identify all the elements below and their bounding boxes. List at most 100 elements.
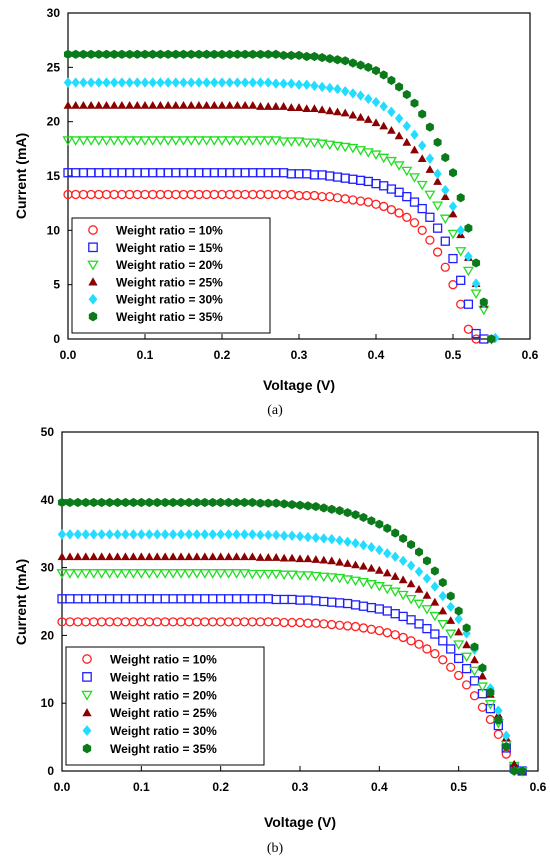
data-point xyxy=(132,168,142,178)
data-point xyxy=(263,102,273,110)
data-point xyxy=(120,617,131,627)
series-6 xyxy=(64,49,496,344)
data-point xyxy=(100,136,113,146)
data-point xyxy=(248,168,258,178)
data-point xyxy=(342,621,353,631)
data-point xyxy=(327,504,336,514)
data-point xyxy=(209,168,219,178)
data-point xyxy=(438,577,447,588)
data-point xyxy=(398,575,408,584)
data-point xyxy=(393,161,405,171)
data-point xyxy=(356,112,365,121)
data-point xyxy=(319,619,329,629)
data-point xyxy=(279,78,288,89)
data-point xyxy=(278,189,289,200)
data-point xyxy=(456,193,465,203)
data-point xyxy=(478,663,487,673)
series-5 xyxy=(57,529,527,777)
data-point xyxy=(359,540,368,551)
data-point xyxy=(425,153,435,164)
data-point xyxy=(406,636,416,646)
data-point xyxy=(463,324,474,334)
data-point xyxy=(132,100,142,109)
legend-label: Weight ratio = 20% xyxy=(110,688,217,702)
data-point xyxy=(327,533,336,545)
data-point xyxy=(135,569,147,579)
data-point xyxy=(409,218,420,228)
data-point xyxy=(73,497,82,508)
data-point xyxy=(446,662,456,672)
data-point xyxy=(133,49,142,59)
legend-marker xyxy=(88,225,98,235)
data-point xyxy=(255,617,265,627)
data-point xyxy=(374,626,384,636)
data-point xyxy=(310,51,319,62)
legend-label: Weight ratio = 20% xyxy=(116,258,223,272)
data-point xyxy=(152,617,162,627)
data-point xyxy=(286,570,298,581)
data-point xyxy=(232,497,241,508)
y-tick-label: 0 xyxy=(47,764,54,778)
data-point xyxy=(156,77,165,88)
data-point xyxy=(382,568,392,577)
data-point xyxy=(232,529,241,540)
data-point xyxy=(248,100,258,109)
series-6 xyxy=(58,497,527,776)
data-point xyxy=(308,138,320,149)
data-point xyxy=(364,62,373,72)
data-point xyxy=(387,106,396,118)
data-point xyxy=(128,617,139,627)
data-point xyxy=(375,544,384,556)
data-point xyxy=(351,560,360,569)
data-point xyxy=(333,55,342,65)
data-point xyxy=(209,100,219,109)
data-point xyxy=(418,140,427,151)
data-point xyxy=(303,554,313,563)
data-point xyxy=(398,611,408,622)
data-point xyxy=(437,620,449,630)
data-point xyxy=(454,653,464,664)
data-point xyxy=(148,49,157,59)
data-point xyxy=(487,334,496,344)
data-point xyxy=(238,569,250,579)
data-point xyxy=(194,189,204,200)
data-point xyxy=(394,208,404,218)
data-point xyxy=(425,122,434,132)
data-point xyxy=(471,328,481,339)
data-point xyxy=(132,189,142,200)
data-point xyxy=(454,606,463,616)
legend-marker xyxy=(88,311,98,322)
data-point xyxy=(414,619,424,629)
data-point xyxy=(413,599,425,610)
data-point xyxy=(58,497,66,508)
data-point xyxy=(422,623,432,634)
data-point xyxy=(279,102,288,110)
data-point xyxy=(294,571,306,581)
data-point xyxy=(57,529,67,540)
data-point xyxy=(351,510,360,520)
data-point xyxy=(501,749,511,759)
data-point xyxy=(168,617,178,627)
data-point xyxy=(141,49,149,59)
data-point xyxy=(218,49,226,59)
data-point xyxy=(148,100,158,109)
data-point xyxy=(325,82,334,94)
data-point xyxy=(256,77,265,88)
data-point xyxy=(125,77,134,88)
data-point xyxy=(129,552,138,561)
data-point xyxy=(176,594,186,604)
data-point xyxy=(224,497,233,508)
data-point xyxy=(140,189,150,200)
data-point xyxy=(104,569,116,579)
data-point xyxy=(89,497,98,508)
data-point xyxy=(216,136,228,146)
data-point xyxy=(327,597,337,607)
data-point xyxy=(72,569,84,579)
data-point xyxy=(94,49,103,59)
data-point xyxy=(120,594,131,604)
data-point xyxy=(133,77,142,88)
data-point xyxy=(407,539,416,550)
data-point xyxy=(402,191,412,202)
data-point xyxy=(371,118,381,127)
data-point xyxy=(216,497,225,508)
